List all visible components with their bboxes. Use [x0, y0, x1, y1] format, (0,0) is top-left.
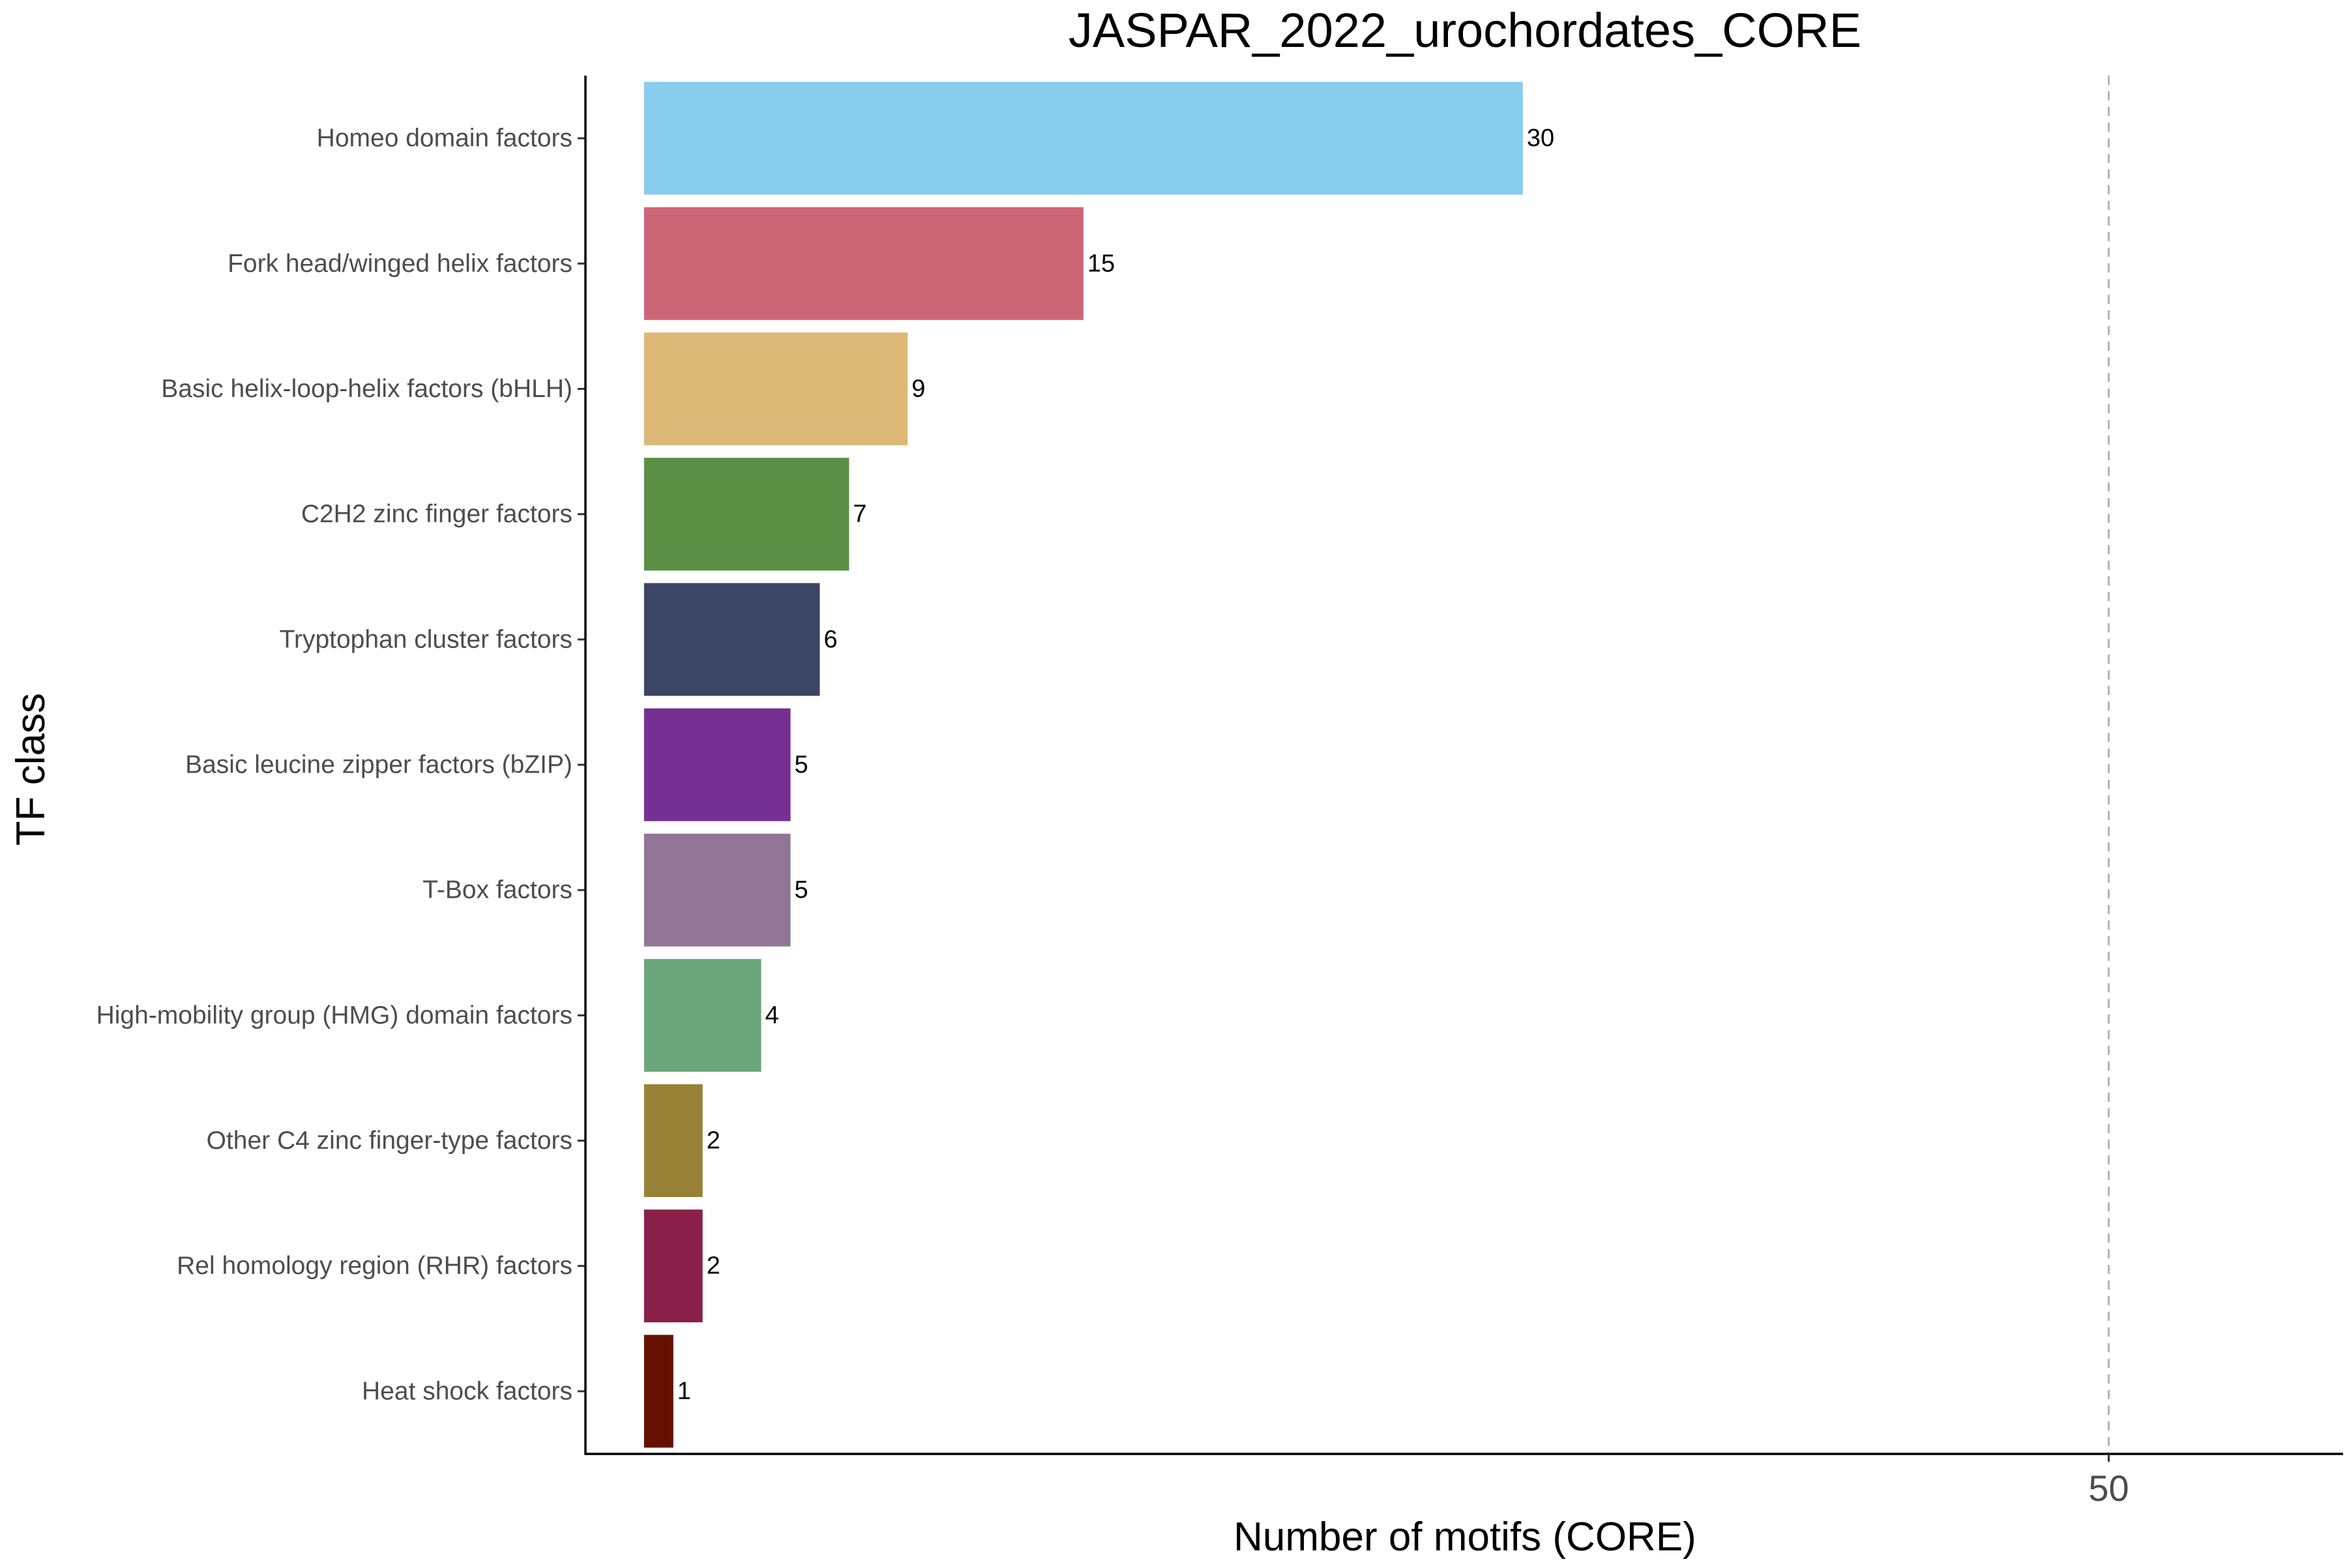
y-tick-label: Heat shock factors: [362, 1377, 572, 1405]
y-tick-label: High-mobility group (HMG) domain factors: [96, 1001, 572, 1029]
bar[interactable]: [643, 1209, 703, 1323]
x-tick-label: 50: [2088, 1468, 2129, 1509]
bar[interactable]: [643, 458, 849, 571]
y-tick-label: Tryptophan cluster factors: [280, 625, 572, 653]
data-label: 5: [795, 876, 808, 904]
y-tick-label: Basic helix-loop-helix factors (bHLH): [161, 375, 572, 403]
data-label: 5: [795, 751, 808, 778]
bar[interactable]: [643, 958, 761, 1072]
y-tick-label: C2H2 zinc finger factors: [301, 500, 572, 528]
bar[interactable]: [643, 332, 908, 445]
y-tick-label: Fork head/winged helix factors: [228, 250, 572, 278]
chart-title: JASPAR_2022_urochordates_CORE: [1069, 3, 1861, 57]
data-label: 9: [911, 375, 925, 402]
bar[interactable]: [643, 833, 791, 947]
bar[interactable]: [643, 583, 820, 696]
data-label: 2: [707, 1127, 720, 1155]
data-label: 4: [765, 1001, 779, 1029]
y-tick-label: Other C4 zinc finger-type factors: [207, 1127, 572, 1155]
bar[interactable]: [643, 1335, 673, 1448]
x-axis-title: Number of motifs (CORE): [1233, 1515, 1696, 1560]
data-label: 2: [707, 1252, 720, 1280]
y-tick-label: T-Box factors: [422, 876, 572, 904]
y-axis-title: TF class: [8, 693, 53, 846]
bar[interactable]: [643, 1084, 703, 1198]
bar[interactable]: [643, 207, 1084, 320]
y-tick-label: Homeo domain factors: [317, 125, 572, 153]
data-label: 7: [853, 501, 866, 528]
bar[interactable]: [643, 81, 1523, 195]
data-label: 15: [1087, 250, 1115, 277]
data-label: 30: [1527, 125, 1554, 152]
data-label: 6: [823, 626, 837, 653]
bar[interactable]: [643, 708, 791, 821]
data-label: 1: [677, 1378, 691, 1405]
y-tick-label: Rel homology region (RHR) factors: [177, 1252, 572, 1280]
y-tick-label: Basic leucine zipper factors (bZIP): [185, 751, 572, 779]
